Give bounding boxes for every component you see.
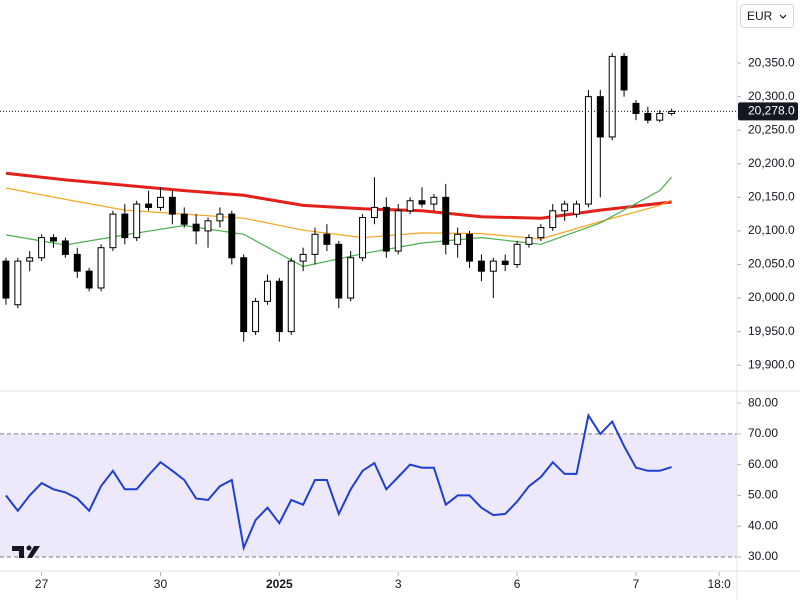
candle-body [323,233,331,245]
candle-body [489,260,497,272]
rsi-band [0,433,737,557]
candle-body [525,237,533,245]
candle-body [38,237,46,259]
y-tick-label: 20,250.0 [748,122,795,136]
candle-body [549,210,557,229]
y-tick-label: 60.00 [748,457,778,471]
candle-body [240,257,248,333]
candle-body [370,206,378,218]
logo [12,545,40,558]
y-tick-label: 20,050.0 [748,257,795,271]
currency-select[interactable]: EUR [740,4,794,28]
candle-body [109,213,117,249]
y-tick-label: 70.00 [748,426,778,440]
candle-body [430,196,438,205]
y-tick-label: 19,900.0 [748,357,795,371]
y-tick-label: 20,100.0 [748,223,795,237]
candle-body [263,280,271,302]
candle-body [61,240,69,255]
candle-body [406,200,414,212]
candle-body [501,260,509,265]
candle-body [145,203,153,208]
y-tick-label: 20,350.0 [748,55,795,69]
candle-body [275,280,283,333]
y-tick-label: 20,150.0 [748,190,795,204]
candle-body [442,196,450,245]
candle-body [97,247,105,289]
candle-body [26,257,34,262]
candle-body [466,233,474,262]
candle-body [584,96,592,205]
candle-body [216,213,224,222]
candle-body [573,203,580,215]
candle-body [620,55,628,91]
y-tick-label: 40.00 [748,518,778,532]
x-tick-label: 7 [633,577,640,591]
currency-label: EUR [747,9,773,23]
y-tick-label: 20,200.0 [748,156,795,170]
x-tick-label: 27 [35,577,49,591]
candle-body [335,243,343,299]
chevron [779,14,787,19]
candle-body [359,216,367,259]
candle-body [632,102,640,114]
candle-body [418,200,426,205]
candle-body [561,203,569,212]
candle-body [157,196,164,208]
candle-body [252,300,260,333]
candle-body [85,270,93,289]
rsi-line [5,412,672,552]
candle-body [228,213,236,259]
y-tick-label: 30.00 [748,549,778,563]
candle-body [14,260,22,306]
candle-body [513,243,521,265]
candle-body [596,96,604,138]
y-tick-label: 20,000.0 [748,290,795,304]
candle-body [133,203,141,239]
y-tick-label: 50.00 [748,488,778,502]
candle-body [204,220,212,232]
x-tick-label: 6 [514,577,521,591]
candle-body [668,110,676,114]
candle-body [382,206,390,252]
candle-body [2,260,10,299]
last-price-label: 20,278.0 [748,104,795,118]
x-tick-label: 3 [395,577,402,591]
candle-body [644,112,652,121]
candle-body [477,260,485,272]
candle-body [347,257,355,299]
y-tick-label: 20,300.0 [748,89,795,103]
y-tick-label: 80.00 [748,395,778,409]
candle-body [287,260,295,333]
candle-body [454,233,462,245]
x-tick-label: 18:0 [707,577,731,591]
candle-body [73,253,81,272]
candle-body [50,237,57,242]
candle-body [537,227,545,239]
x-tick-label: 2025 [266,577,293,591]
candle-body [608,55,616,138]
last-price-box [738,102,798,121]
x-tick-label: 30 [154,577,168,591]
candle-body [121,213,129,239]
candle-body [299,253,307,262]
candle-body [192,223,200,232]
candle-body [656,112,664,121]
moving-average [5,171,672,220]
candle-body [168,196,176,215]
candle-body [394,210,402,252]
candle-body [180,213,188,225]
y-tick-label: 19,950.0 [748,324,795,338]
candle-body [311,233,319,255]
